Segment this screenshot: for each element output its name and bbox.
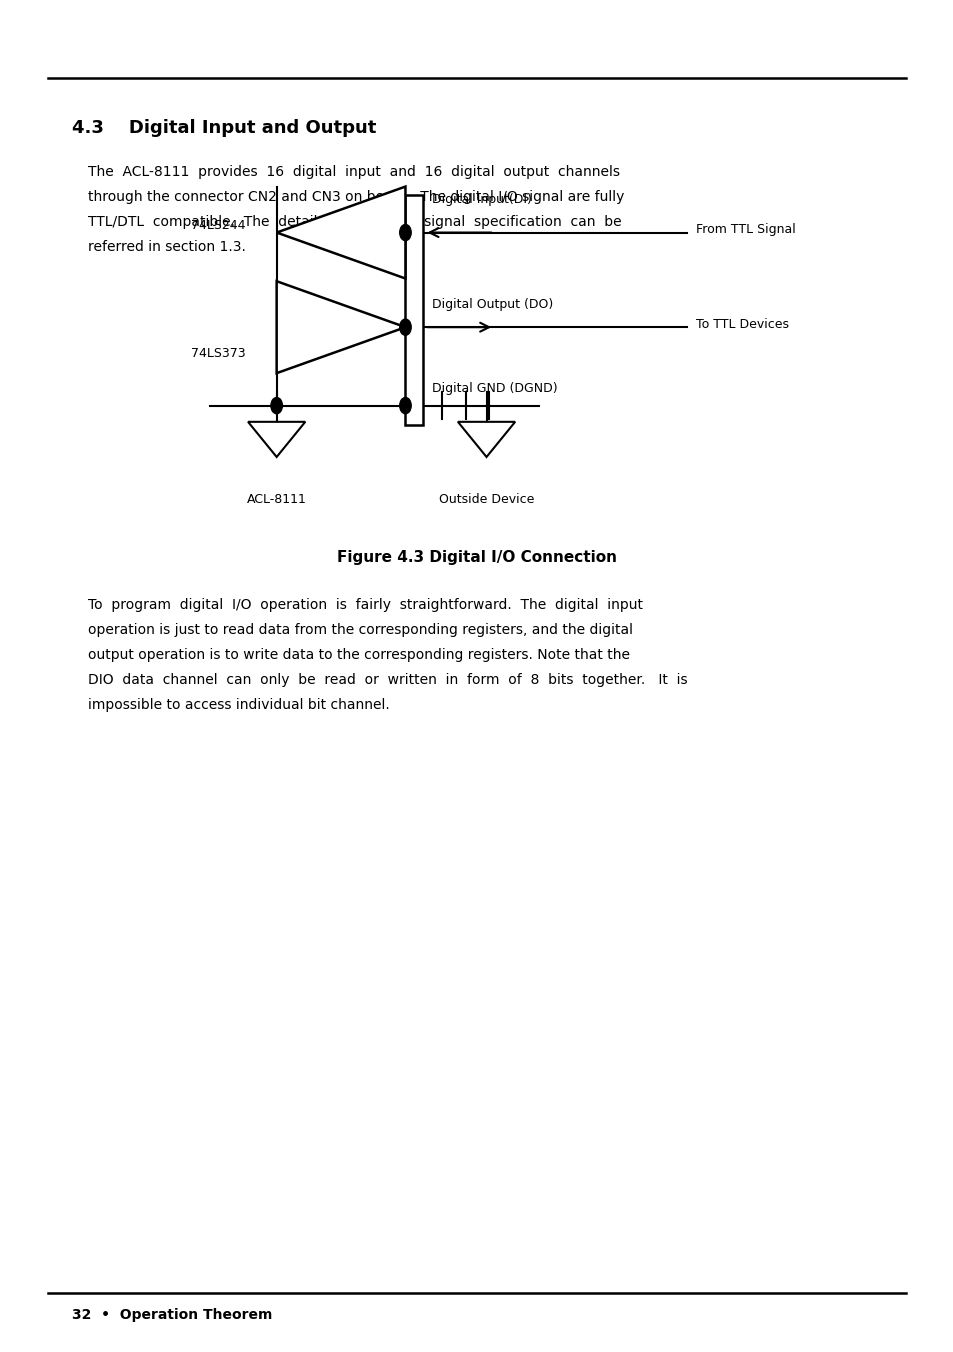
Polygon shape: [276, 281, 405, 373]
Text: From TTL Signal: From TTL Signal: [696, 223, 796, 237]
Text: impossible to access individual bit channel.: impossible to access individual bit chan…: [88, 698, 389, 711]
Text: To  program  digital  I/O  operation  is  fairly  straightforward.  The  digital: To program digital I/O operation is fair…: [88, 598, 642, 611]
Text: 32  •  Operation Theorem: 32 • Operation Theorem: [71, 1309, 272, 1322]
Text: 74LS373: 74LS373: [191, 347, 245, 361]
Text: Digital Input(DI): Digital Input(DI): [432, 192, 532, 206]
Text: operation is just to read data from the corresponding registers, and the digital: operation is just to read data from the …: [88, 622, 632, 637]
Text: referred in section 1.3.: referred in section 1.3.: [88, 241, 245, 254]
Text: Digital GND (DGND): Digital GND (DGND): [432, 381, 558, 395]
Text: Figure 4.3 Digital I/O Connection: Figure 4.3 Digital I/O Connection: [336, 550, 617, 565]
Text: The  ACL-8111  provides  16  digital  input  and  16  digital  output  channels: The ACL-8111 provides 16 digital input a…: [88, 165, 619, 178]
Text: To TTL Devices: To TTL Devices: [696, 318, 788, 331]
Text: 74LS244: 74LS244: [191, 219, 245, 233]
Text: Outside Device: Outside Device: [438, 493, 534, 507]
Circle shape: [271, 397, 282, 414]
Bar: [405, 195, 422, 425]
Text: TTL/DTL  compatible.  The  detailed  digital  I/O  signal  specification  can  b: TTL/DTL compatible. The detailed digital…: [88, 215, 620, 228]
Text: output operation is to write data to the corresponding registers. Note that the: output operation is to write data to the…: [88, 648, 629, 661]
Circle shape: [399, 319, 411, 335]
Text: Digital Output (DO): Digital Output (DO): [432, 297, 553, 311]
Polygon shape: [457, 422, 515, 457]
Text: through the connector CN2 and CN3 on board.  The digital I/O signal are fully: through the connector CN2 and CN3 on boa…: [88, 189, 623, 204]
Text: DIO  data  channel  can  only  be  read  or  written  in  form  of  8  bits  tog: DIO data channel can only be read or wri…: [88, 672, 687, 687]
Polygon shape: [248, 422, 305, 457]
Text: ACL-8111: ACL-8111: [247, 493, 306, 507]
Polygon shape: [276, 187, 405, 279]
Circle shape: [399, 224, 411, 241]
Circle shape: [399, 397, 411, 414]
Text: 4.3    Digital Input and Output: 4.3 Digital Input and Output: [71, 119, 375, 137]
